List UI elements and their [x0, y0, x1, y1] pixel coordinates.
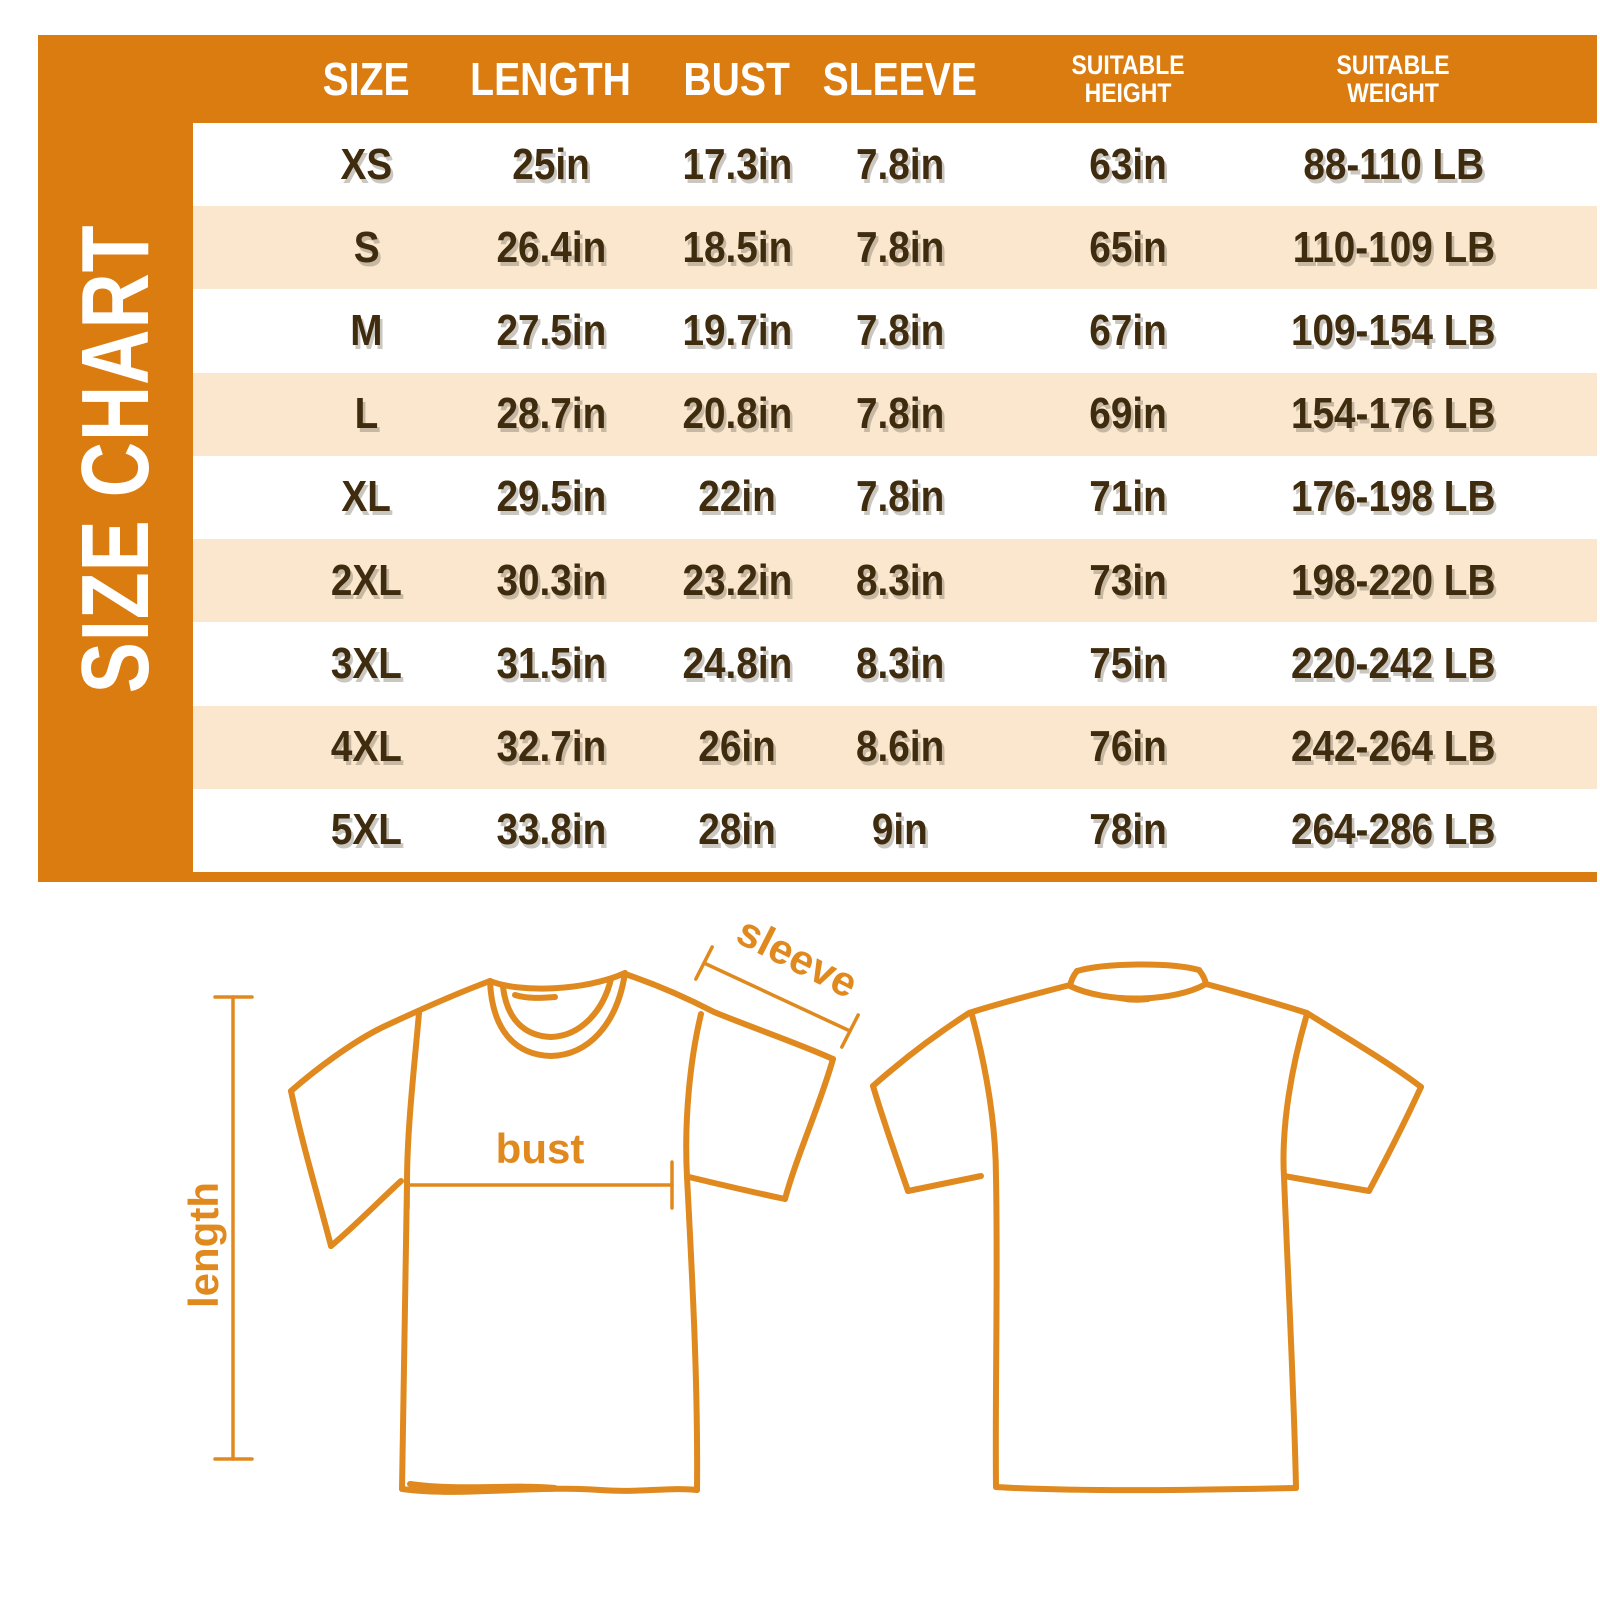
bust-cell: 23.2in [682, 555, 792, 605]
column-header-size: SIZE [322, 52, 410, 105]
length-cell: 32.7in [496, 722, 606, 772]
length-cell: 33.8in [496, 805, 606, 855]
table-header-row: SIZE LENGTH BUST SLEEVE SUITABLE HEIGHT … [193, 35, 1597, 123]
size-cell: 4XL [330, 722, 402, 772]
table-row-s: S 26.4in 18.5in 7.8in 65in 110-109 LB [193, 206, 1597, 290]
length-cell: 28.7in [496, 389, 606, 439]
column-header-sleeve: SLEEVE [822, 52, 978, 105]
bust-cell: 22in [698, 472, 776, 522]
weight-cell: 110-109 LB [1292, 222, 1495, 272]
height-cell: 76in [1088, 722, 1167, 772]
height-cell: 78in [1088, 805, 1167, 855]
bust-cell: 26in [698, 722, 776, 772]
length-cell: 29.5in [496, 472, 606, 522]
height-cell: 63in [1088, 139, 1167, 189]
length-measure-line: length [180, 995, 254, 1461]
height-cell: 65in [1088, 222, 1167, 272]
sleeve-cell: 9in [872, 805, 929, 855]
weight-cell: 264-286 LB [1291, 805, 1496, 855]
height-cell: 75in [1088, 638, 1167, 688]
weight-cell: 220-242 LB [1291, 638, 1496, 688]
bust-cell: 17.3in [682, 139, 792, 189]
column-header-length: LENGTH [470, 52, 632, 105]
size-cell: M [350, 306, 383, 356]
length-cell: 26.4in [496, 222, 606, 272]
weight-cell: 242-264 LB [1291, 722, 1496, 772]
sleeve-cell: 7.8in [855, 389, 945, 439]
height-cell: 69in [1088, 389, 1167, 439]
sleeve-cell: 8.3in [855, 555, 945, 605]
back-tshirt-outline [870, 961, 1424, 1494]
bust-cell: 20.8in [682, 389, 792, 439]
height-cell: 71in [1088, 472, 1167, 522]
weight-cell: 154-176 LB [1291, 389, 1496, 439]
weight-cell: 176-198 LB [1291, 472, 1496, 522]
weight-cell: 198-220 LB [1291, 555, 1496, 605]
table-body: XS 25in 17.3in 7.8in 63in 88-110 LB S 26… [193, 123, 1597, 872]
table-row-xs: XS 25in 17.3in 7.8in 63in 88-110 LB [193, 123, 1597, 207]
weight-cell: 109-154 LB [1291, 306, 1496, 356]
length-cell: 25in [512, 139, 590, 189]
height-cell: 73in [1088, 555, 1167, 605]
sleeve-measure-line: sleeve [694, 907, 866, 1049]
size-cell: 2XL [330, 555, 402, 605]
sleeve-cell: 8.6in [855, 722, 945, 772]
table-row-5xl: 5XL 33.8in 28in 9in 78in 264-286 LB [193, 788, 1597, 872]
bust-cell: 19.7in [682, 306, 792, 356]
size-cell: 3XL [330, 638, 402, 688]
weight-cell: 88-110 LB [1303, 139, 1484, 189]
sleeve-cell: 7.8in [855, 472, 945, 522]
table-row-2xl: 2XL 30.3in 23.2in 8.3in 73in 198-220 LB [193, 539, 1597, 623]
table-row-xl: XL 29.5in 22in 7.8in 71in 176-198 LB [193, 455, 1597, 540]
sleeve-cell: 7.8in [855, 139, 945, 189]
size-cell: 5XL [330, 805, 402, 855]
length-cell: 31.5in [496, 638, 606, 688]
bust-measure-line: bust [406, 1125, 674, 1210]
bust-cell: 24.8in [682, 638, 792, 688]
sleeve-cell: 7.8in [855, 222, 945, 272]
table-row-m: M 27.5in 19.7in 7.8in 67in 109-154 LB [193, 289, 1597, 373]
column-header-bust: BUST [683, 52, 791, 105]
table-row-3xl: 3XL 31.5in 24.8in 8.3in 75in 220-242 LB [193, 622, 1597, 706]
sleeve-cell: 8.3in [855, 638, 945, 688]
table-row-l: L 28.7in 20.8in 7.8in 69in 154-176 LB [193, 372, 1597, 456]
sleeve-cell: 7.8in [855, 306, 945, 356]
size-cell: S [353, 222, 380, 272]
length-cell: 30.3in [496, 555, 606, 605]
front-tshirt-outline [288, 970, 836, 1495]
column-header-suitable-height: SUITABLE HEIGHT [1071, 49, 1185, 108]
sleeve-label: sleeve [730, 907, 866, 1007]
size-cell: XL [341, 472, 392, 522]
size-cell: L [354, 389, 379, 439]
length-label: length [180, 1182, 227, 1308]
table-row-4xl: 4XL 32.7in 26in 8.6in 76in 242-264 LB [193, 705, 1597, 789]
bust-cell: 18.5in [682, 222, 792, 272]
measurement-diagram: length bust sleeve [180, 907, 1424, 1495]
bust-label: bust [496, 1125, 585, 1172]
bust-cell: 28in [698, 805, 776, 855]
table-frame: SIZE CHART SIZE LENGTH BUST SLEEVE SUITA… [38, 35, 1597, 882]
height-cell: 67in [1088, 306, 1167, 356]
page-title: SIZE CHART [61, 224, 169, 693]
column-header-suitable-weight: SUITABLE WEIGHT [1336, 49, 1451, 108]
sidebar-title-area: SIZE CHART [38, 35, 193, 882]
size-cell: XS [340, 139, 393, 189]
length-cell: 27.5in [496, 306, 606, 356]
